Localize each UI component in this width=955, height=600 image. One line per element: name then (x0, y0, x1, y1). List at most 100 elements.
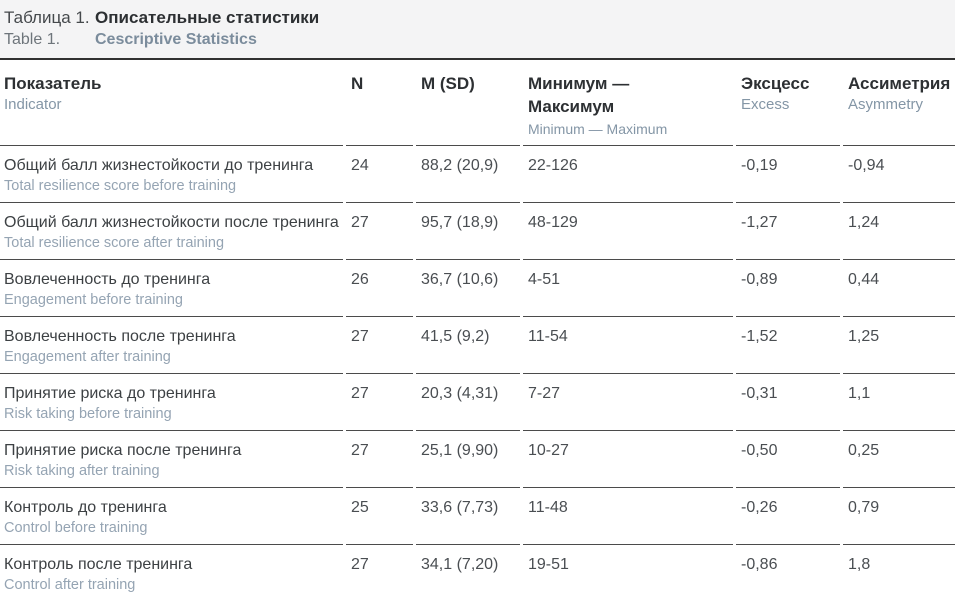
row-label-en: Engagement before training (4, 292, 183, 308)
min-max-value: 11-48 (528, 499, 568, 516)
m-sd-value: 20,3 (4,31) (421, 385, 499, 402)
table-row: Общий балл жизнестойкости после тренинга… (0, 202, 955, 259)
min-max-value: 7-27 (528, 385, 561, 402)
table-row: Принятие риска после тренинга Risk takin… (0, 430, 955, 487)
caption-line-en: Table 1. Cescriptive Statistics (4, 29, 955, 51)
min-max-value: 19-51 (528, 556, 569, 573)
table-row: Общий балл жизнестойкости до тренинга To… (0, 145, 955, 202)
row-label-en: Risk taking after training (4, 463, 160, 479)
header-label-ru: N (351, 74, 364, 93)
asymmetry-value: 1,24 (848, 214, 880, 231)
asymmetry-cell: 0,79 (843, 487, 955, 544)
min-max-cell: 7-27 (523, 373, 733, 430)
indicator-cell: Контроль до тренинга Control before trai… (0, 487, 343, 544)
m-sd-value: 34,1 (7,20) (421, 556, 499, 573)
excess-cell: -0,86 (736, 544, 840, 600)
indicator-cell: Принятие риска до тренинга Risk taking b… (0, 373, 343, 430)
table-row: Контроль до тренинга Control before trai… (0, 487, 955, 544)
row-label-ru: Вовлеченность до тренинга (4, 271, 211, 288)
row-label-ru: Принятие риска до тренинга (4, 385, 216, 402)
header-label-ru: Минимум — Максимум (528, 74, 630, 116)
min-max-value: 10-27 (528, 442, 569, 459)
asymmetry-value: 1,1 (848, 385, 871, 402)
n-value: 24 (351, 157, 369, 174)
row-label-ru: Контроль после тренинга (4, 556, 193, 573)
n-cell: 27 (346, 430, 413, 487)
excess-value: -0,89 (741, 271, 778, 288)
asymmetry-value: 1,25 (848, 328, 880, 345)
m-sd-cell: 25,1 (9,90) (416, 430, 520, 487)
header-label-en: Excess (741, 96, 790, 113)
excess-cell: -0,31 (736, 373, 840, 430)
table-body: Общий балл жизнестойкости до тренинга To… (0, 145, 955, 600)
header-label-ru: Показатель (4, 74, 102, 93)
indicator-cell: Принятие риска после тренинга Risk takin… (0, 430, 343, 487)
table-row: Контроль после тренинга Control after tr… (0, 544, 955, 600)
header-cell: M (SD) (416, 60, 520, 145)
header-label-en: Indicator (4, 96, 62, 113)
asymmetry-value: 1,8 (848, 556, 871, 573)
indicator-cell: Общий балл жизнестойкости до тренинга To… (0, 145, 343, 202)
header-label-en: Minimum — Maximum (528, 121, 668, 137)
asymmetry-value: 0,79 (848, 499, 880, 516)
table-header-row: Показатель Indicator N M (SD) Минимум — … (0, 60, 955, 145)
header-label-ru: Эксцесс (741, 74, 810, 93)
m-sd-cell: 33,6 (7,73) (416, 487, 520, 544)
header-cell: N (346, 60, 413, 145)
n-value: 27 (351, 214, 369, 231)
excess-value: -0,26 (741, 499, 778, 516)
asymmetry-cell: 0,44 (843, 259, 955, 316)
min-max-cell: 11-54 (523, 316, 733, 373)
excess-cell: -0,19 (736, 145, 840, 202)
n-cell: 27 (346, 373, 413, 430)
header-cell: Ассиметрия Asymmetry (843, 60, 955, 145)
n-cell: 25 (346, 487, 413, 544)
asymmetry-value: 0,25 (848, 442, 880, 459)
header-cell: Показатель Indicator (0, 60, 343, 145)
table-caption: Таблица 1. Описательные статистики Table… (0, 0, 955, 60)
excess-cell: -1,52 (736, 316, 840, 373)
min-max-value: 22-126 (528, 157, 578, 174)
m-sd-value: 88,2 (20,9) (421, 157, 499, 174)
n-cell: 26 (346, 259, 413, 316)
m-sd-cell: 20,3 (4,31) (416, 373, 520, 430)
excess-value: -0,50 (741, 442, 778, 459)
table-row: Принятие риска до тренинга Risk taking b… (0, 373, 955, 430)
excess-cell: -0,89 (736, 259, 840, 316)
asymmetry-cell: 1,25 (843, 316, 955, 373)
min-max-cell: 10-27 (523, 430, 733, 487)
min-max-cell: 19-51 (523, 544, 733, 600)
m-sd-value: 95,7 (18,9) (421, 214, 499, 231)
n-cell: 27 (346, 202, 413, 259)
row-label-ru: Контроль до тренинга (4, 499, 167, 516)
row-label-ru: Общий балл жизнестойкости до тренинга (4, 157, 314, 174)
min-max-cell: 4-51 (523, 259, 733, 316)
n-value: 27 (351, 556, 369, 573)
row-label-en: Engagement after training (4, 349, 171, 365)
m-sd-value: 41,5 (9,2) (421, 328, 490, 345)
min-max-cell: 11-48 (523, 487, 733, 544)
row-label-en: Risk taking before training (4, 406, 172, 422)
m-sd-value: 36,7 (10,6) (421, 271, 499, 288)
caption-line-ru: Таблица 1. Описательные статистики (4, 7, 955, 29)
n-value: 27 (351, 328, 369, 345)
indicator-cell: Общий балл жизнестойкости после тренинга… (0, 202, 343, 259)
n-value: 26 (351, 271, 369, 288)
m-sd-cell: 95,7 (18,9) (416, 202, 520, 259)
m-sd-cell: 41,5 (9,2) (416, 316, 520, 373)
m-sd-cell: 34,1 (7,20) (416, 544, 520, 600)
asymmetry-cell: 1,1 (843, 373, 955, 430)
table-row: Вовлеченность до тренинга Engagement bef… (0, 259, 955, 316)
n-value: 25 (351, 499, 369, 516)
row-label-en: Total resilience score before training (4, 178, 237, 194)
header-cell: Эксцесс Excess (736, 60, 840, 145)
row-label-en: Control before training (4, 520, 148, 536)
excess-value: -0,19 (741, 157, 778, 174)
excess-value: -1,27 (741, 214, 778, 231)
m-sd-value: 33,6 (7,73) (421, 499, 499, 516)
m-sd-value: 25,1 (9,90) (421, 442, 499, 459)
indicator-cell: Вовлеченность после тренинга Engagement … (0, 316, 343, 373)
row-label-ru: Вовлеченность после тренинга (4, 328, 236, 345)
n-cell: 27 (346, 544, 413, 600)
caption-label-en: Table 1. (4, 31, 61, 48)
